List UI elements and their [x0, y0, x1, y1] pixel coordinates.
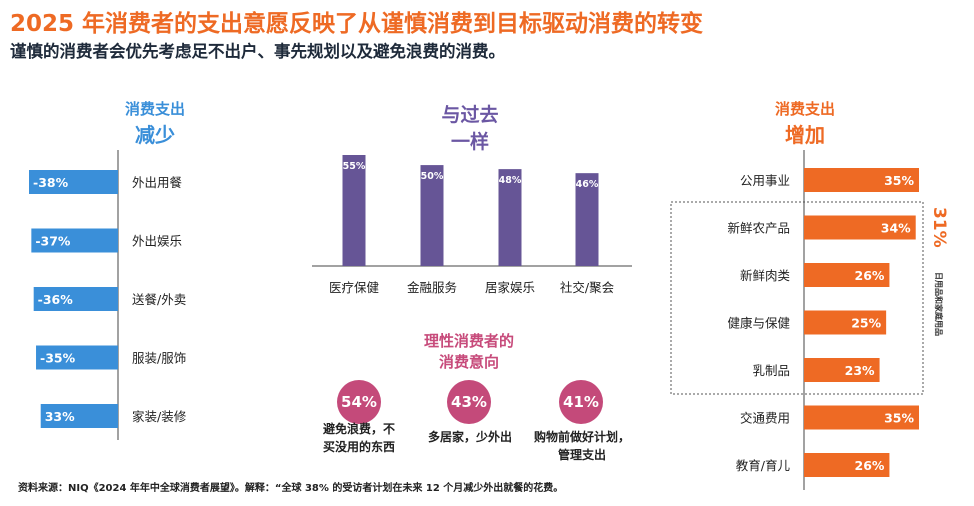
left-header-line2: 减少 — [135, 123, 175, 147]
same-bar — [498, 169, 522, 266]
middle-header-line2: 一样 — [450, 131, 489, 153]
right-header: 消费支出 增加 — [750, 98, 860, 148]
decrease-bar — [31, 228, 119, 253]
rational-label-1-line2: 买没用的东西 — [322, 440, 395, 454]
increase-value-label: 35% — [884, 173, 914, 188]
increase-value-label: 35% — [884, 411, 914, 426]
same-value-label: 48% — [499, 175, 522, 186]
rational-circle-1: 54% — [337, 380, 381, 424]
same-bar — [575, 173, 599, 266]
increase-value-label: 23% — [845, 363, 875, 378]
increase-bar — [804, 215, 916, 240]
rational-label-2-line1: 多居家，少外出 — [427, 430, 512, 444]
decrease-bar — [40, 404, 118, 428]
rational-title-line2: 消费意向 — [438, 353, 499, 371]
decrease-chart: -38% 外出用餐 -37% 外出娱乐 -36% 送餐/外卖 -35% 服装/服饰 33% 家装/… — [29, 150, 187, 440]
increase-bar — [804, 310, 887, 335]
left-header: 消费支出 减少 — [100, 98, 210, 148]
increase-bar — [804, 168, 919, 192]
bracket-box — [670, 201, 924, 395]
middle-header: 与过去 一样 — [420, 100, 520, 154]
decrease-category-label: 服装/服饰 — [132, 351, 186, 366]
same-bar — [420, 165, 444, 266]
increase-category-label: 教育/育儿 — [736, 458, 791, 473]
rational-label-1-line1: 避免浪费，不 — [322, 422, 395, 436]
decrease-value-label: -35% — [40, 351, 76, 366]
right-header-line2: 增加 — [785, 123, 825, 147]
increase-chart: 35% 公用事业 34% 新鲜农产品 26% 新鲜肉类 25% 健康与保健 23% 乳制品 35% 交… — [727, 150, 919, 490]
bracket-value: 31% — [929, 207, 949, 248]
same-value-label: 55% — [343, 161, 366, 172]
decrease-category-label: 送餐/外卖 — [132, 292, 186, 307]
decrease-value-label: 33% — [45, 409, 75, 424]
same-category-label: 金融服务 — [407, 280, 457, 295]
rational-label-2: 多居家，少外出 — [418, 428, 522, 446]
increase-category-label: 新鲜肉类 — [740, 268, 791, 283]
page-subtitle: 谨慎的消费者会优先考虑足不出户、事先规划以及避免浪费的消费。 — [10, 42, 505, 61]
same-chart: 55% 医疗保健 50% 金融服务 48% 居家娱乐 46% 社交/聚会 — [312, 155, 632, 295]
page-title: 2025 年消费者的支出意愿反映了从谨慎消费到目标驱动消费的转变 — [10, 11, 704, 37]
same-bar — [342, 155, 366, 266]
increase-bar — [804, 453, 890, 477]
decrease-bar — [29, 170, 118, 194]
increase-category-label: 交通费用 — [740, 411, 790, 426]
footnote: 资料来源：NIQ《2024 年年中全球消费者展望》。解释：“全球 38% 的受访… — [18, 483, 564, 494]
rational-title: 理性消费者的 消费意向 — [404, 330, 534, 372]
same-value-label: 50% — [421, 171, 444, 182]
increase-category-label: 公用事业 — [740, 173, 790, 188]
increase-bar — [804, 263, 890, 287]
decrease-value-label: -37% — [35, 234, 71, 249]
increase-value-label: 26% — [855, 458, 885, 473]
increase-value-label: 25% — [851, 316, 881, 331]
decrease-category-label: 外出娱乐 — [132, 234, 182, 249]
increase-bar — [804, 358, 880, 382]
decrease-value-label: -36% — [38, 292, 74, 307]
same-category-label: 社交/聚会 — [560, 280, 615, 295]
right-header-line1: 消费支出 — [774, 100, 835, 118]
bracket-label: 日用品和家庭用品 — [934, 272, 944, 336]
decrease-bar — [33, 287, 118, 311]
increase-value-label: 26% — [855, 268, 885, 283]
same-value-label: 46% — [576, 179, 599, 190]
rational-label-3-line2: 管理支出 — [557, 448, 606, 462]
rational-circle-3: 41% — [559, 380, 603, 424]
increase-category-label: 新鲜农产品 — [727, 221, 790, 236]
decrease-category-label: 家装/装修 — [132, 409, 187, 424]
increase-value-label: 34% — [881, 221, 911, 236]
decrease-bar — [36, 345, 118, 370]
rational-label-1: 避免浪费，不 买没用的东西 — [304, 420, 414, 456]
decrease-value-label: -38% — [33, 175, 69, 190]
increase-bar — [804, 405, 919, 430]
rational-circle-2: 43% — [447, 380, 491, 424]
same-category-label: 居家娱乐 — [485, 280, 535, 295]
rational-label-3: 购物前做好计划， 管理支出 — [520, 428, 644, 464]
increase-category-label: 乳制品 — [752, 363, 790, 378]
middle-header-line1: 与过去 — [441, 104, 499, 126]
increase-category-label: 健康与保健 — [727, 316, 790, 331]
decrease-category-label: 外出用餐 — [132, 175, 183, 190]
same-category-label: 医疗保健 — [329, 280, 380, 295]
rational-label-3-line1: 购物前做好计划， — [533, 430, 630, 444]
rational-title-line1: 理性消费者的 — [423, 332, 514, 350]
left-header-line1: 消费支出 — [124, 100, 185, 118]
